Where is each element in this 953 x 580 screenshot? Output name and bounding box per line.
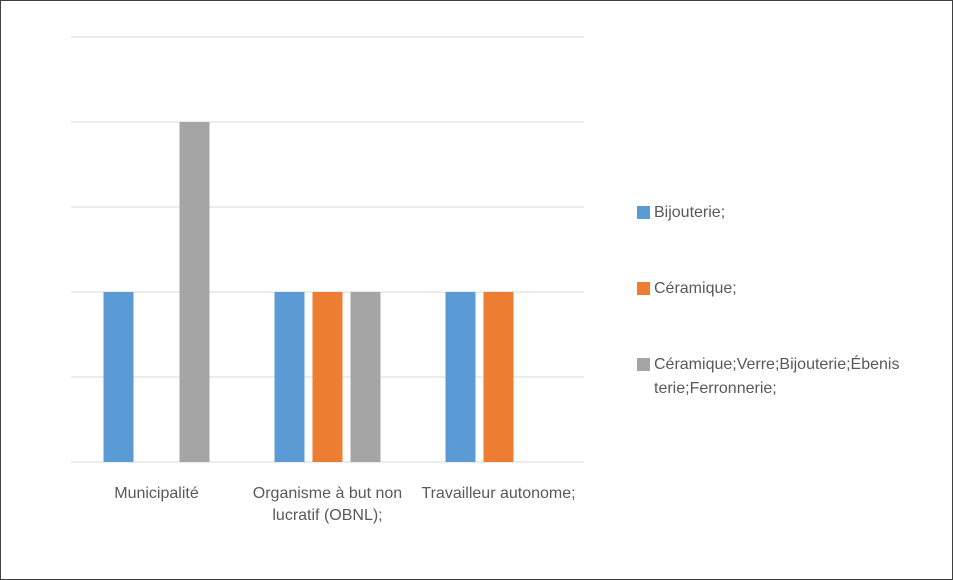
x-tick-label: Travailleur autonome; bbox=[421, 485, 576, 502]
x-tick-label: Municipalité bbox=[114, 485, 199, 502]
bar bbox=[103, 292, 134, 462]
legend-label: Céramique;Verre;Bijouterie;Ébenisterie;F… bbox=[654, 356, 900, 397]
legend-swatch bbox=[637, 282, 650, 295]
bar bbox=[483, 292, 514, 462]
legend-item: Céramique;Verre;Bijouterie;Ébenisterie;F… bbox=[637, 353, 900, 401]
bar bbox=[312, 292, 343, 462]
bar bbox=[350, 292, 381, 462]
legend-swatch bbox=[637, 358, 650, 371]
legend-item: Bijouterie; bbox=[637, 201, 900, 225]
legend-label: Bijouterie; bbox=[654, 204, 726, 221]
legend-label: Céramique; bbox=[654, 280, 737, 297]
x-tick-label: Organisme à but non lucratif (OBNL); bbox=[252, 485, 403, 524]
bar bbox=[274, 292, 305, 462]
legend-swatch bbox=[637, 206, 650, 219]
legend-item: Céramique; bbox=[637, 277, 900, 301]
bar bbox=[179, 122, 210, 462]
bar bbox=[445, 292, 476, 462]
